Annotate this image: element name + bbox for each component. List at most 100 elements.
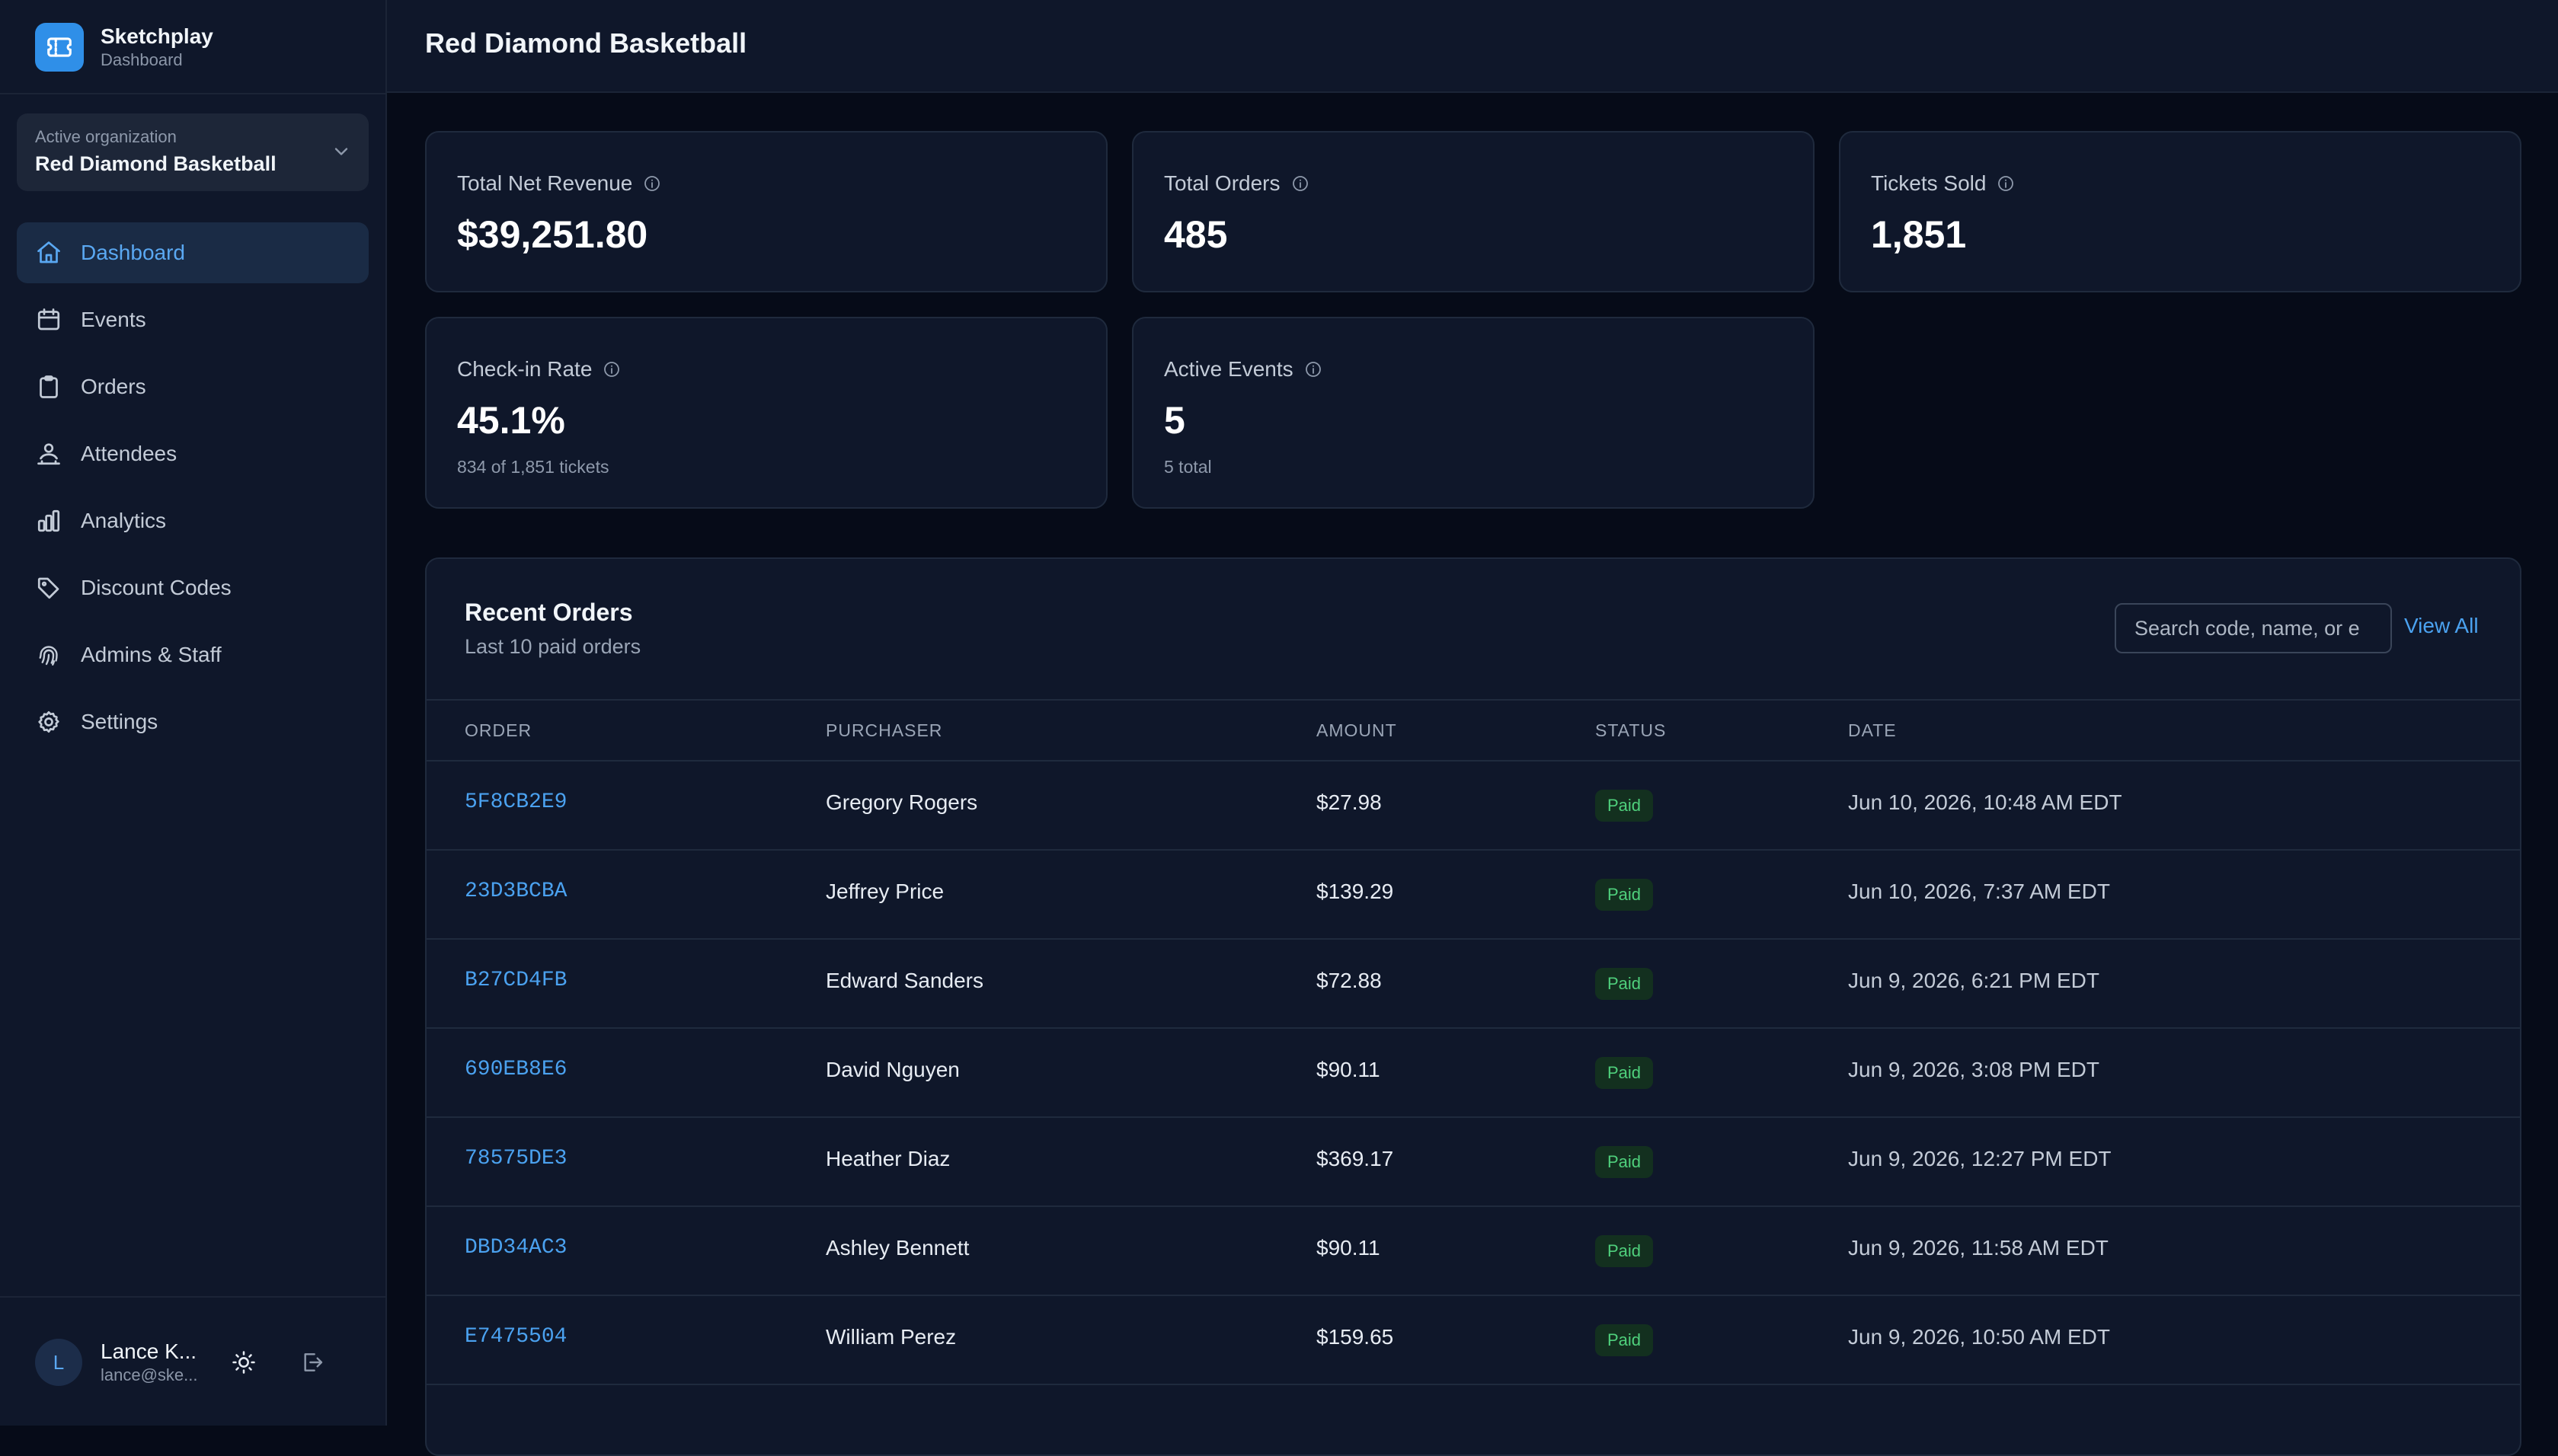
- page-title: Red Diamond Basketball: [425, 27, 747, 59]
- info-icon[interactable]: [1304, 360, 1322, 378]
- info-icon[interactable]: [1997, 174, 2015, 193]
- chevron-down-icon: [334, 148, 348, 155]
- sidebar-item-label: Orders: [81, 375, 146, 398]
- sidebar-item-analytics[interactable]: Analytics: [17, 490, 369, 551]
- home-icon: [37, 241, 60, 263]
- stat-label: Check-in Rate: [457, 357, 593, 381]
- sidebar-item-label: Analytics: [81, 509, 167, 532]
- stat-label: Total Net Revenue: [457, 171, 633, 195]
- table-row[interactable]: 78575DE3 Heather Diaz $369.17 Paid Jun 9…: [427, 1118, 2520, 1207]
- org-label: Active organization: [35, 127, 177, 146]
- search-input[interactable]: [2115, 603, 2392, 653]
- stat-subtext: 5 total: [1164, 457, 1212, 477]
- table-row[interactable]: 690EB8E6 David Nguyen $90.11 Paid Jun 9,…: [427, 1029, 2520, 1118]
- status-badge: Paid: [1595, 790, 1654, 822]
- sidebar-item-events[interactable]: Events: [17, 289, 369, 350]
- purchaser-name: Gregory Rogers: [826, 790, 978, 814]
- sidebar-item-discount-codes[interactable]: Discount Codes: [17, 557, 369, 618]
- info-icon[interactable]: [603, 360, 621, 378]
- order-amount: $369.17: [1316, 1147, 1394, 1170]
- status-badge: Paid: [1595, 968, 1654, 1000]
- sidebar-item-label: Events: [81, 308, 146, 331]
- brand[interactable]: Sketchplay Dashboard: [35, 20, 213, 75]
- sun-icon: [232, 1351, 255, 1374]
- table-row[interactable]: DBD34AC3 Ashley Bennett $90.11 Paid Jun …: [427, 1207, 2520, 1296]
- order-amount: $72.88: [1316, 969, 1382, 992]
- org-name: Red Diamond Basketball: [35, 152, 277, 175]
- stat-value: 485: [1164, 213, 1228, 256]
- theme-toggle-button[interactable]: [224, 1343, 264, 1382]
- order-amount: $90.11: [1316, 1236, 1380, 1260]
- tag-icon: [37, 577, 59, 599]
- stat-card-total-orders: Total Orders 485: [1132, 131, 1815, 292]
- order-code-link[interactable]: 690EB8E6: [465, 1058, 568, 1081]
- order-code-link[interactable]: B27CD4FB: [465, 969, 568, 992]
- stat-card-tickets-sold: Tickets Sold 1,851: [1839, 131, 2521, 292]
- sidebar-item-admins-staff[interactable]: Admins & Staff: [17, 624, 369, 685]
- view-all-link[interactable]: View All: [2404, 614, 2479, 637]
- users-icon: [37, 443, 60, 465]
- order-code-link[interactable]: 5F8CB2E9: [465, 790, 568, 814]
- recent-orders-panel: Recent Orders Last 10 paid orders View A…: [425, 557, 2521, 1456]
- stat-card-net-revenue: Total Net Revenue $39,251.80: [425, 131, 1108, 292]
- panel-subtitle: Last 10 paid orders: [465, 635, 641, 658]
- divider: [0, 93, 385, 94]
- status-badge: Paid: [1595, 1324, 1654, 1356]
- sidebar-item-label: Attendees: [81, 442, 177, 465]
- order-date: Jun 9, 2026, 12:27 PM EDT: [1848, 1147, 2112, 1170]
- table-row[interactable]: B27CD4FB Edward Sanders $72.88 Paid Jun …: [427, 940, 2520, 1029]
- org-switcher[interactable]: Active organization Red Diamond Basketba…: [17, 113, 369, 191]
- purchaser-name: David Nguyen: [826, 1058, 960, 1081]
- table-row[interactable]: 23D3BCBA Jeffrey Price $139.29 Paid Jun …: [427, 851, 2520, 940]
- stat-card-active-events: Active Events 5 5 total: [1132, 317, 1815, 509]
- sidebar-item-dashboard[interactable]: Dashboard: [17, 222, 369, 283]
- order-amount: $139.29: [1316, 880, 1394, 903]
- order-amount: $27.98: [1316, 790, 1382, 814]
- logout-button[interactable]: [293, 1343, 332, 1382]
- column-header-order[interactable]: ORDER: [465, 720, 532, 740]
- logout-icon: [304, 1353, 323, 1371]
- purchaser-name: William Perez: [826, 1325, 957, 1349]
- sidebar-item-orders[interactable]: Orders: [17, 356, 369, 417]
- sidebar-item-settings[interactable]: Settings: [17, 691, 369, 752]
- fingerprint-icon: [39, 646, 58, 666]
- status-badge: Paid: [1595, 1146, 1654, 1178]
- order-date: Jun 9, 2026, 10:50 AM EDT: [1848, 1325, 2110, 1349]
- sidebar-item-label: Discount Codes: [81, 576, 232, 599]
- calendar-icon: [37, 308, 60, 330]
- ticket-logo-icon: [35, 23, 84, 72]
- stat-label: Active Events: [1164, 357, 1293, 381]
- clipboard-icon: [40, 375, 58, 398]
- order-code-link[interactable]: DBD34AC3: [465, 1236, 568, 1260]
- order-date: Jun 10, 2026, 7:37 AM EDT: [1848, 880, 2110, 903]
- column-header-amount[interactable]: AMOUNT: [1316, 720, 1397, 740]
- purchaser-name: Jeffrey Price: [826, 880, 945, 903]
- top-bar: Red Diamond Basketball: [387, 0, 2558, 93]
- order-amount: $90.11: [1316, 1058, 1380, 1081]
- order-date: Jun 9, 2026, 3:08 PM EDT: [1848, 1058, 2099, 1081]
- table-row[interactable]: 5F8CB2E9 Gregory Rogers $27.98 Paid Jun …: [427, 762, 2520, 851]
- table-row[interactable]: E7475504 William Perez $159.65 Paid Jun …: [427, 1296, 2520, 1385]
- sidebar-item-label: Settings: [81, 710, 158, 733]
- column-header-status[interactable]: STATUS: [1595, 720, 1667, 740]
- column-header-date[interactable]: DATE: [1848, 720, 1897, 740]
- order-code-link[interactable]: E7475504: [465, 1325, 568, 1349]
- gear-icon: [38, 710, 59, 733]
- user-email: lance@ske...: [101, 1365, 198, 1384]
- stat-value: 45.1%: [457, 399, 565, 442]
- order-code-link[interactable]: 78575DE3: [465, 1147, 568, 1170]
- stat-value: $39,251.80: [457, 213, 648, 256]
- sidebar-item-attendees[interactable]: Attendees: [17, 423, 369, 484]
- column-header-purchaser[interactable]: PURCHASER: [826, 720, 943, 740]
- brand-subtitle: Dashboard: [101, 50, 183, 69]
- status-badge: Paid: [1595, 879, 1654, 911]
- info-icon[interactable]: [643, 174, 661, 193]
- avatar[interactable]: L: [35, 1339, 82, 1386]
- order-code-link[interactable]: 23D3BCBA: [465, 880, 568, 903]
- info-icon[interactable]: [1291, 174, 1309, 193]
- user-profile: L Lance K... lance@ske...: [35, 1336, 332, 1389]
- sidebar-item-label: Admins & Staff: [81, 643, 222, 666]
- order-date: Jun 10, 2026, 10:48 AM EDT: [1848, 790, 2122, 814]
- stat-value: 1,851: [1871, 213, 1967, 256]
